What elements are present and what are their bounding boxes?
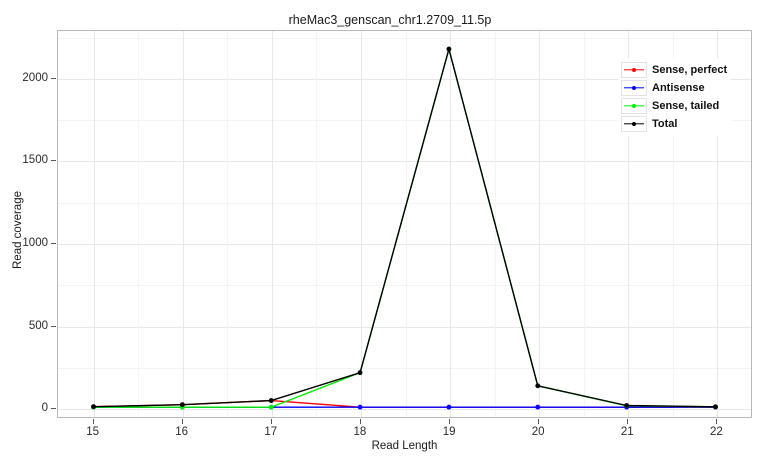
x-tick-label: 22	[709, 426, 723, 438]
grid-line-horizontal	[58, 409, 751, 411]
x-tick-label: 17	[264, 426, 278, 438]
grid-line-vertical	[360, 31, 362, 417]
x-tick-mark	[449, 419, 451, 424]
y-tick-label: 0	[41, 402, 48, 415]
data-point	[535, 404, 541, 410]
data-point	[268, 404, 274, 410]
legend-label: Total	[652, 118, 678, 130]
y-tick-mark	[51, 325, 56, 327]
legend-item[interactable]: Total	[621, 115, 727, 133]
grid-line-horizontal-minor	[58, 285, 751, 287]
grid-line-vertical-minor	[405, 31, 407, 417]
data-point	[713, 404, 718, 410]
legend-key-icon	[621, 62, 647, 78]
legend-item[interactable]: Antisense	[621, 79, 727, 97]
y-tick-label: 2000	[22, 71, 48, 84]
y-axis-title: Read coverage	[12, 191, 24, 269]
grid-line-vertical	[717, 31, 719, 417]
x-tick-label: 16	[175, 426, 189, 438]
grid-line-horizontal	[58, 244, 751, 245]
x-axis-title: Read Length	[371, 440, 438, 452]
y-tick-mark	[51, 160, 56, 162]
legend: Sense, perfect Antisense Sense, tailed Tota…	[618, 58, 732, 136]
x-tick-mark	[92, 419, 94, 424]
grid-line-horizontal-minor	[58, 202, 751, 204]
grid-line-vertical	[93, 31, 95, 417]
legend-label: Sense, perfect	[652, 64, 728, 76]
legend-key-icon	[621, 116, 647, 132]
grid-line-horizontal	[58, 326, 751, 328]
x-tick-label: 18	[353, 426, 367, 438]
data-point	[446, 46, 452, 52]
x-tick-label: 19	[442, 426, 456, 438]
grid-line-horizontal-minor	[58, 37, 751, 39]
grid-line-vertical	[539, 31, 541, 417]
grid-line-vertical	[182, 31, 184, 417]
y-tick-mark	[51, 77, 56, 79]
y-tick-label: 1500	[22, 154, 48, 167]
x-tick-mark	[716, 419, 718, 424]
x-tick-mark	[538, 419, 540, 424]
grid-line-horizontal-minor	[58, 120, 751, 122]
data-point	[91, 404, 96, 410]
legend-label: Antisense	[652, 82, 705, 94]
data-point	[357, 404, 363, 410]
x-tick-mark	[359, 419, 361, 424]
grid-line-vertical	[271, 31, 273, 417]
series-line	[93, 48, 716, 408]
grid-line-horizontal-minor	[58, 367, 751, 369]
legend-label: Sense, tailed	[652, 100, 720, 112]
grid-line-vertical-minor	[316, 31, 318, 417]
data-point	[179, 402, 185, 408]
x-tick-label: 15	[86, 426, 99, 438]
y-tick-mark	[51, 408, 56, 410]
x-tick-label: 20	[531, 426, 545, 438]
x-tick-label: 21	[620, 426, 634, 438]
y-tick-label: 500	[28, 319, 48, 332]
grid-line-vertical	[628, 31, 630, 417]
x-tick-mark	[270, 419, 272, 424]
x-tick-mark	[627, 419, 629, 424]
legend-item[interactable]: Sense, tailed	[621, 97, 727, 115]
data-point	[446, 404, 452, 410]
chart-title: rheMac3_genscan_chr1.2709_11.5p	[288, 13, 492, 27]
data-point	[357, 370, 363, 376]
legend-item[interactable]: Sense, perfect	[621, 61, 727, 79]
grid-line-horizontal	[58, 78, 751, 80]
grid-line-vertical	[450, 31, 452, 417]
y-tick-label: 1000	[22, 237, 48, 249]
data-point	[624, 403, 630, 408]
series-layer	[91, 46, 718, 410]
legend-key-icon	[621, 98, 647, 114]
legend-key-icon	[621, 80, 647, 96]
data-point	[535, 383, 541, 389]
grid-line-vertical-minor	[672, 31, 674, 417]
series-total	[91, 46, 718, 410]
grid-line-vertical-minor	[227, 31, 229, 417]
grid-line-vertical-minor	[138, 31, 140, 417]
data-point	[268, 398, 274, 403]
x-tick-mark	[181, 419, 183, 424]
grid-line-horizontal	[58, 161, 751, 163]
y-tick-mark	[51, 243, 56, 244]
grid-line-vertical-minor	[583, 31, 585, 417]
